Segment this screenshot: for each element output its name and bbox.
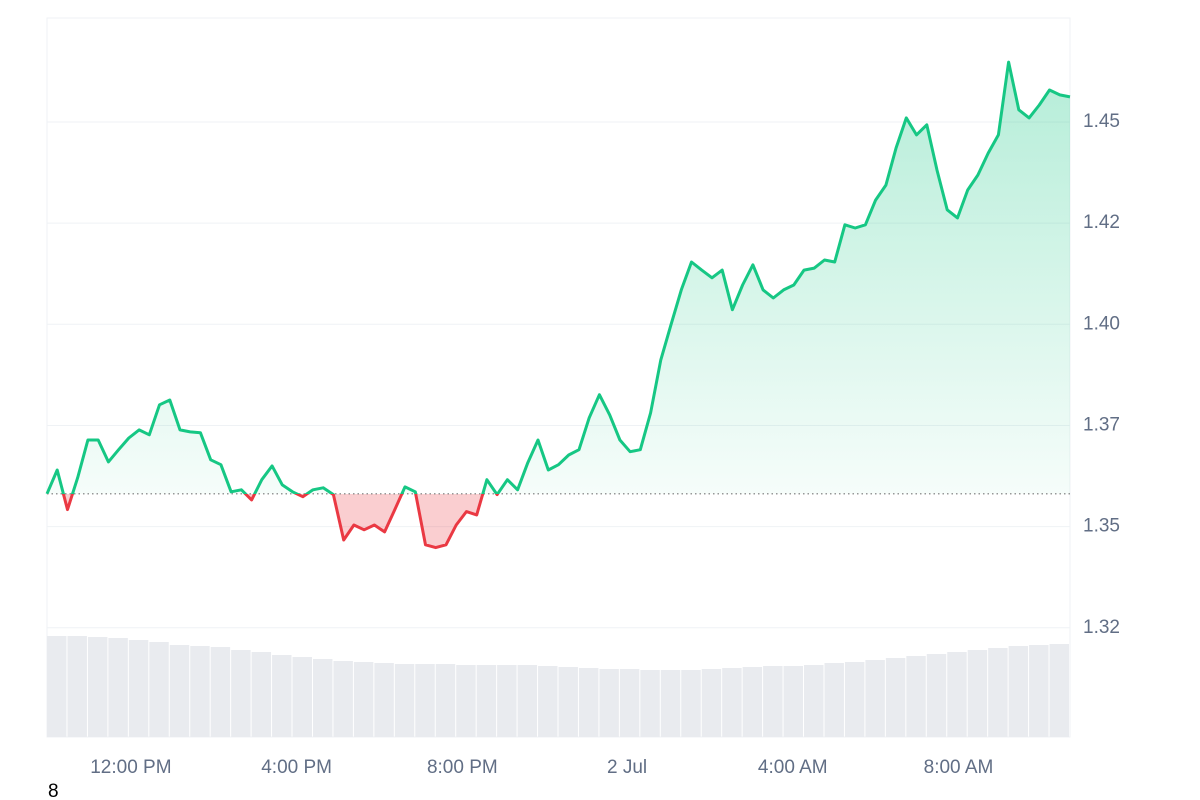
volume-bar (1029, 645, 1049, 737)
volume-bar (701, 669, 722, 737)
volume-bar (926, 654, 947, 737)
volume-bar (722, 668, 742, 737)
volume-bar (292, 657, 312, 737)
x-tick-label: 8:00 PM (427, 757, 498, 778)
price-area (47, 62, 1070, 548)
volume-bar (497, 665, 517, 737)
volume-bar (456, 665, 476, 737)
volume-bar (885, 658, 906, 737)
volume-bar (538, 666, 558, 737)
volume-bar (1049, 644, 1069, 737)
volume-bar (865, 660, 885, 737)
volume-bar (476, 665, 497, 737)
x-tick-label: 8:00 AM (924, 757, 994, 778)
volume-bar (599, 669, 619, 737)
volume-bar (87, 637, 108, 737)
volume-bar (619, 669, 640, 737)
volume-bar (67, 636, 87, 737)
volume-bar (333, 661, 353, 737)
volume-bar (824, 663, 844, 737)
volume-bar (967, 650, 988, 737)
volume-bar (149, 642, 169, 737)
volume-bar (251, 652, 272, 737)
y-tick-label: 1.40 (1083, 313, 1120, 334)
volume-bar (169, 645, 190, 737)
volume-bar (190, 646, 210, 737)
volume-bar (108, 638, 128, 737)
volume-bar (906, 656, 926, 737)
volume-bar (272, 655, 292, 737)
volume-bar (804, 665, 824, 737)
volume-bar (128, 640, 149, 737)
x-tick-label: 2 Jul (607, 757, 647, 778)
volume-bar (394, 664, 415, 737)
footnote: 8 (48, 781, 59, 800)
volume-bar (1008, 646, 1029, 737)
volume-bar (783, 666, 804, 737)
volume-bar (742, 667, 763, 737)
volume-bar (640, 670, 660, 737)
volume-bar (681, 670, 701, 737)
volume-bar (435, 664, 456, 737)
volume-bar (763, 666, 783, 737)
y-tick-label: 1.42 (1083, 212, 1120, 233)
volume-bar (415, 664, 435, 737)
x-tick-label: 4:00 AM (758, 757, 828, 778)
volume-bar (374, 663, 394, 737)
y-tick-label: 1.37 (1083, 414, 1120, 435)
x-tick-label: 4:00 PM (261, 757, 332, 778)
volume-bar (517, 665, 538, 737)
volume-bar (210, 647, 231, 737)
y-tick-label: 1.45 (1083, 111, 1120, 132)
volume-bar (988, 648, 1008, 737)
volume-bar (231, 650, 251, 737)
price-line (45, 60, 1071, 550)
volume-bar (947, 652, 967, 737)
y-tick-label: 1.32 (1083, 617, 1120, 638)
volume-bar (558, 667, 578, 737)
volume-bar (353, 662, 374, 737)
volume-bar (312, 659, 333, 737)
y-tick-label: 1.35 (1083, 516, 1120, 537)
volume-bar (660, 670, 681, 737)
volume-bar (578, 668, 599, 737)
x-tick-label: 12:00 PM (90, 757, 171, 778)
volume-bar (844, 662, 865, 737)
volume-bar (47, 636, 67, 737)
